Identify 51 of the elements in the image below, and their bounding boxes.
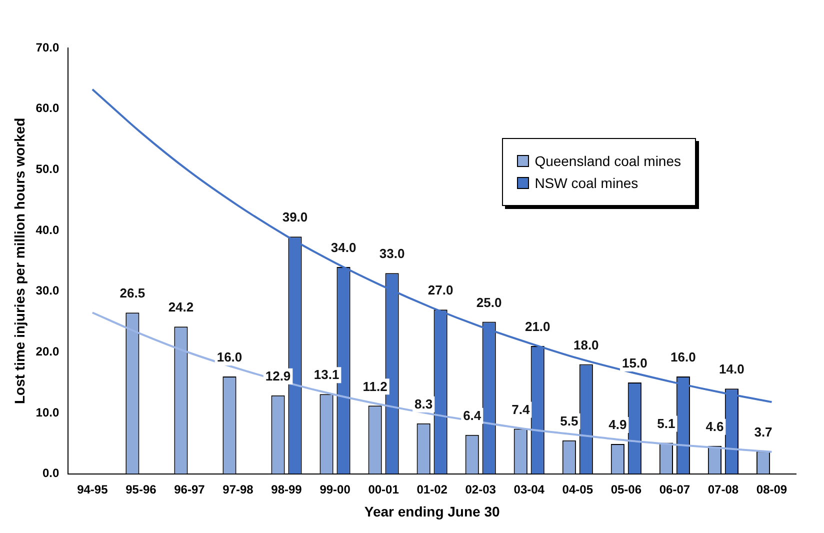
x-tick-label: 03-04 — [514, 482, 545, 496]
x-tick-label: 07-08 — [708, 482, 739, 496]
x-axis-title: Year ending June 30 — [364, 503, 500, 520]
x-tick-label: 94-95 — [77, 482, 108, 496]
x-tick-label: 97-98 — [222, 482, 254, 496]
data-label: 15.0 — [622, 356, 648, 371]
data-label: 12.9 — [265, 368, 291, 384]
data-label: 26.5 — [120, 286, 146, 301]
y-tick-label: 40.0 — [36, 222, 60, 237]
y-tick-label: 60.0 — [36, 101, 60, 116]
data-label: 33.0 — [379, 246, 405, 262]
x-tick-label: 99-00 — [320, 482, 351, 496]
data-label: 4.9 — [608, 417, 627, 432]
x-tick-label: 06-07 — [659, 482, 690, 496]
x-tick-label: 01-02 — [416, 482, 448, 496]
x-tick-label: 98-99 — [271, 482, 302, 496]
data-label: 14.0 — [719, 362, 744, 377]
y-tick-label: 70.0 — [36, 40, 60, 54]
y-axis-title: Lost time injuries per million hours worked — [11, 118, 28, 404]
data-label: 25.0 — [476, 294, 502, 310]
y-tick-label: 50.0 — [36, 162, 60, 176]
data-label: 13.1 — [314, 367, 340, 382]
x-tick-label: 00-01 — [368, 482, 400, 496]
data-label: 21.0 — [524, 319, 550, 334]
x-tick-label: 08-09 — [756, 482, 788, 496]
data-label: 11.2 — [362, 378, 388, 394]
x-tick-label: 95-96 — [126, 482, 157, 496]
x-tick-label: 02-03 — [465, 482, 496, 496]
data-label: 27.0 — [428, 282, 454, 298]
data-label: 16.0 — [670, 350, 696, 365]
data-label: 34.0 — [330, 240, 356, 256]
data-label: 39.0 — [282, 210, 308, 225]
y-tick-label: 30.0 — [36, 284, 60, 298]
x-tick-label: 04-05 — [562, 482, 594, 496]
legend-label: NSW coal mines — [534, 175, 638, 191]
data-label: 6.4 — [463, 408, 482, 423]
y-tick-label: 0.0 — [42, 466, 60, 480]
data-label: 4.6 — [706, 418, 724, 434]
data-label: 7.4 — [512, 402, 530, 417]
x-tick-label: 96-97 — [174, 482, 206, 496]
x-tick-label: 05-06 — [610, 482, 642, 496]
data-label: 5.5 — [560, 413, 578, 428]
data-label: 5.1 — [657, 416, 676, 431]
data-label: 16.0 — [216, 350, 242, 365]
data-label: 24.2 — [168, 300, 194, 315]
data-label: 3.7 — [754, 424, 772, 440]
y-tick-label: 20.0 — [36, 344, 60, 358]
data-label: 18.0 — [573, 337, 599, 352]
legend-label: Queensland coal mines — [534, 153, 681, 169]
y-tick-label: 10.0 — [36, 405, 60, 420]
data-label: 8.3 — [414, 396, 433, 412]
